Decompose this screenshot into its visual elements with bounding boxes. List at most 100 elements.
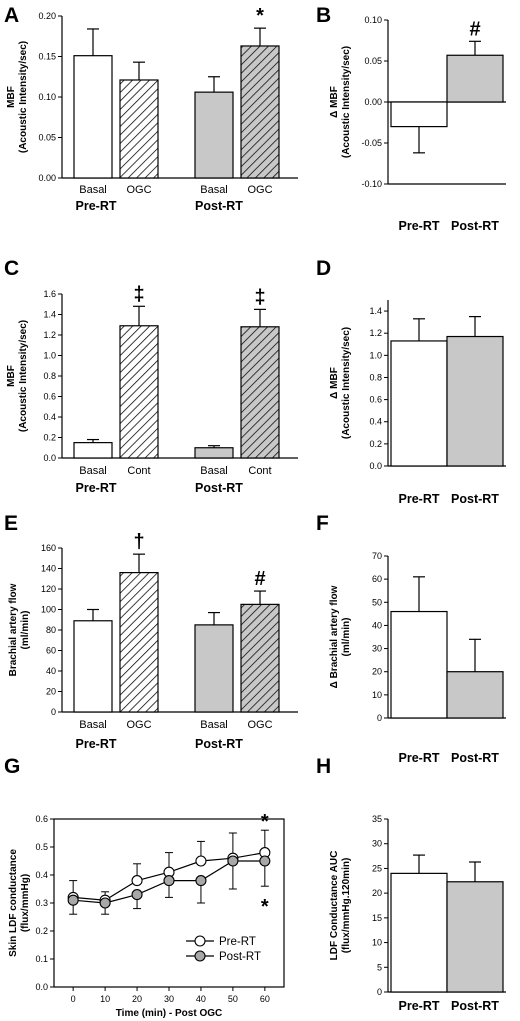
category-label: OGC <box>126 184 151 196</box>
y-axis-label-line: (flux/mmHg) <box>20 874 31 932</box>
y-axis-label: Δ MBF(Acoustic Intensity/sec) <box>329 327 352 439</box>
y-axis-label-line: MBF <box>6 365 17 387</box>
category-label: OGC <box>247 184 272 196</box>
data-point <box>163 875 175 887</box>
bar <box>73 620 113 713</box>
category-label: Basal <box>79 184 107 196</box>
y-tick-label: 140 <box>41 564 56 574</box>
category-label: Pre-RT <box>399 492 440 506</box>
y-axis-label: Δ MBF(Acoustic Intensity/sec) <box>329 46 352 158</box>
bar <box>446 671 504 719</box>
y-tick-label: 0.1 <box>35 954 48 964</box>
y-axis-label: LDF Conductance AUC(flux/mmHg.120min) <box>329 851 352 961</box>
data-point <box>227 855 239 867</box>
category-label: Pre-RT <box>399 751 440 765</box>
y-tick-label: 0.3 <box>35 898 48 908</box>
y-tick-label: 0.20 <box>38 11 56 21</box>
category-label: Post-RT <box>451 492 499 506</box>
y-tick-label: 1.2 <box>43 330 56 340</box>
category-label: Post-RT <box>451 219 499 233</box>
y-tick-label: 1.2 <box>369 328 382 338</box>
y-tick-label: 0.6 <box>369 395 382 405</box>
y-axis-label-line: Δ Brachial artery flow <box>329 585 340 688</box>
y-tick-label: 0.05 <box>38 133 56 143</box>
y-tick-label: 0.2 <box>369 439 382 449</box>
y-tick-label: 1.6 <box>43 289 56 299</box>
data-point <box>259 855 271 867</box>
y-axis-label: Δ Brachial artery flow(ml/min) <box>329 585 352 688</box>
y-tick-label: 1.4 <box>43 310 56 320</box>
x-tick-label: 0 <box>71 994 76 1004</box>
panel-b: B -0.10 -0.05 0.00 0.05 0.10 Δ MBF(Acoustic In… <box>316 4 506 233</box>
y-tick-label: 160 <box>41 543 56 553</box>
y-tick-label: 30 <box>372 644 382 654</box>
y-tick-label: 0.05 <box>364 56 382 66</box>
bar <box>446 881 504 993</box>
y-tick-label: 100 <box>41 605 56 615</box>
x-tick-label: 40 <box>196 994 206 1004</box>
bar <box>240 603 280 713</box>
y-axis-label: MBF(Acoustic Intensity/sec) <box>6 41 29 153</box>
category-label: Basal <box>79 719 107 731</box>
group-label: Pre-RT <box>76 481 117 495</box>
category-label: Basal <box>200 719 228 731</box>
bar <box>73 442 113 459</box>
group-label: Post-RT <box>195 481 243 495</box>
group-label: Pre-RT <box>76 199 117 213</box>
panel-label: A <box>4 4 19 27</box>
bar <box>390 610 448 719</box>
group-label: Post-RT <box>195 737 243 751</box>
y-tick-label: 0 <box>377 713 382 723</box>
legend: Pre-RT Post-RT <box>186 935 261 963</box>
y-tick-label: 70 <box>372 551 382 561</box>
data-point <box>131 889 143 901</box>
category-label: Pre-RT <box>399 219 440 233</box>
y-axis-label-line: (ml/min) <box>341 618 352 657</box>
x-tick-label: 30 <box>164 994 174 1004</box>
y-axis-label-line: LDF Conductance AUC <box>329 851 340 961</box>
bar <box>446 54 504 103</box>
category-label: Cont <box>127 465 150 477</box>
y-tick-label: 120 <box>41 584 56 594</box>
legend-marker <box>194 935 206 947</box>
panel-a: A 0.00 0.05 0.10 0.15 0.20 MBF(Acoustic Intens… <box>4 4 298 213</box>
significance-mark: ‡ <box>133 283 144 305</box>
y-axis-label: Brachial artery flow(ml/min) <box>8 583 31 676</box>
bar <box>119 325 159 459</box>
category-label: OGC <box>126 719 151 731</box>
significance-mark: * <box>261 811 269 833</box>
y-tick-label: 0 <box>377 987 382 997</box>
category-label: Basal <box>200 465 228 477</box>
y-tick-label: 0.0 <box>369 461 382 471</box>
y-tick-label: 10 <box>372 690 382 700</box>
y-tick-label: 60 <box>46 646 56 656</box>
x-tick-label: 60 <box>260 994 270 1004</box>
category-label: OGC <box>247 719 272 731</box>
y-tick-label: 40 <box>372 620 382 630</box>
y-axis-label-line: MBF <box>6 86 17 108</box>
bar <box>240 45 280 179</box>
panel-label: B <box>316 4 331 27</box>
y-axis-label-line: (Acoustic Intensity/sec) <box>341 46 352 158</box>
y-tick-label: 0.2 <box>43 433 56 443</box>
x-tick-label: 10 <box>100 994 110 1004</box>
y-tick-label: 0 <box>51 707 56 717</box>
data-point <box>67 894 79 906</box>
y-tick-label: 20 <box>372 888 382 898</box>
y-tick-label: 0.00 <box>38 173 56 183</box>
category-label: Cont <box>248 465 271 477</box>
bar <box>119 79 159 179</box>
y-tick-label: 60 <box>372 574 382 584</box>
bar <box>194 91 234 179</box>
significance-mark: # <box>469 18 480 40</box>
category-label: Basal <box>200 184 228 196</box>
x-tick-label: 50 <box>228 994 238 1004</box>
bar <box>194 447 234 459</box>
panel-h: H 0 5 10 15 20 25 30 35 LDF Conductance AUC(flux/… <box>316 755 506 1013</box>
y-tick-label: 0.00 <box>364 97 382 107</box>
panel-label: D <box>316 257 331 280</box>
y-axis-label: MBF(Acoustic Intensity/sec) <box>6 320 29 432</box>
category-label: Basal <box>79 465 107 477</box>
data-point <box>195 855 207 867</box>
y-axis-label-line: (Acoustic Intensity/sec) <box>18 320 29 432</box>
